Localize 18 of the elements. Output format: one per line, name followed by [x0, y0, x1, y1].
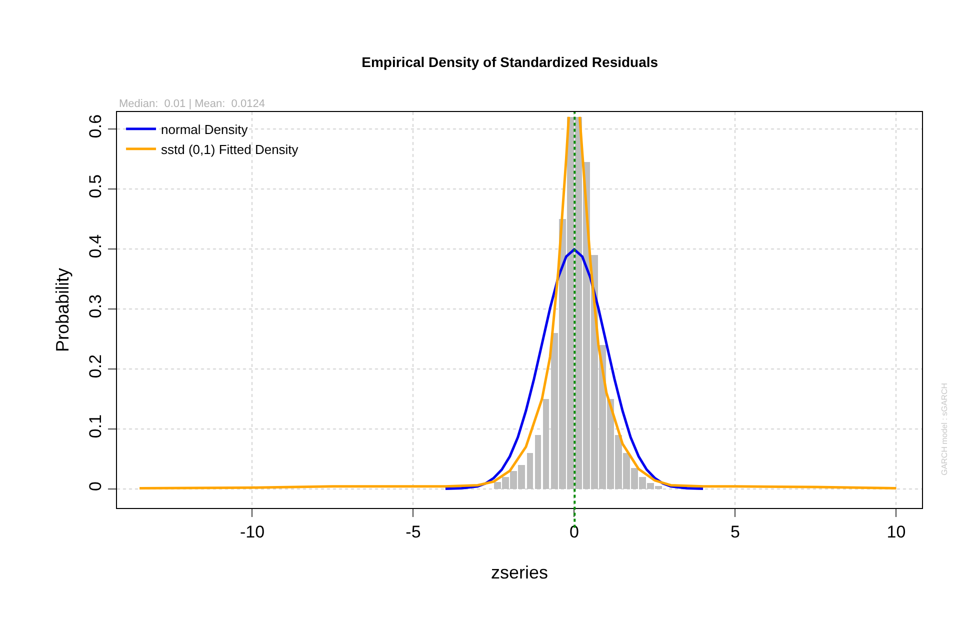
- x-tick-label: 10: [886, 522, 906, 542]
- y-tick-label: 0.5: [86, 174, 106, 198]
- text: Median: 0.01 | Mean: 0.0124: [119, 98, 265, 110]
- y-tick-label: 0.6: [86, 114, 106, 138]
- x-tick-label: -5: [406, 522, 421, 542]
- y-tick-label: 0.1: [86, 414, 106, 438]
- y-tick-label: 0.2: [86, 354, 106, 378]
- x-tick-label: 0: [570, 522, 579, 542]
- y-tick-label: 0.4: [86, 234, 106, 258]
- x-tick-label: 5: [730, 522, 740, 542]
- y-tick-label: 0.3: [86, 294, 106, 318]
- y-tick-label: 0: [86, 482, 106, 491]
- legend-label: normal Density: [161, 122, 248, 137]
- x-tick-label: -10: [240, 522, 265, 542]
- chart-title: Empirical Density of Standardized Residuals: [362, 54, 658, 70]
- x-axis-title: zseries: [490, 562, 548, 582]
- legend-label: sstd (0,1) Fitted Density: [161, 142, 299, 157]
- y-axis-title: Probability: [52, 268, 72, 352]
